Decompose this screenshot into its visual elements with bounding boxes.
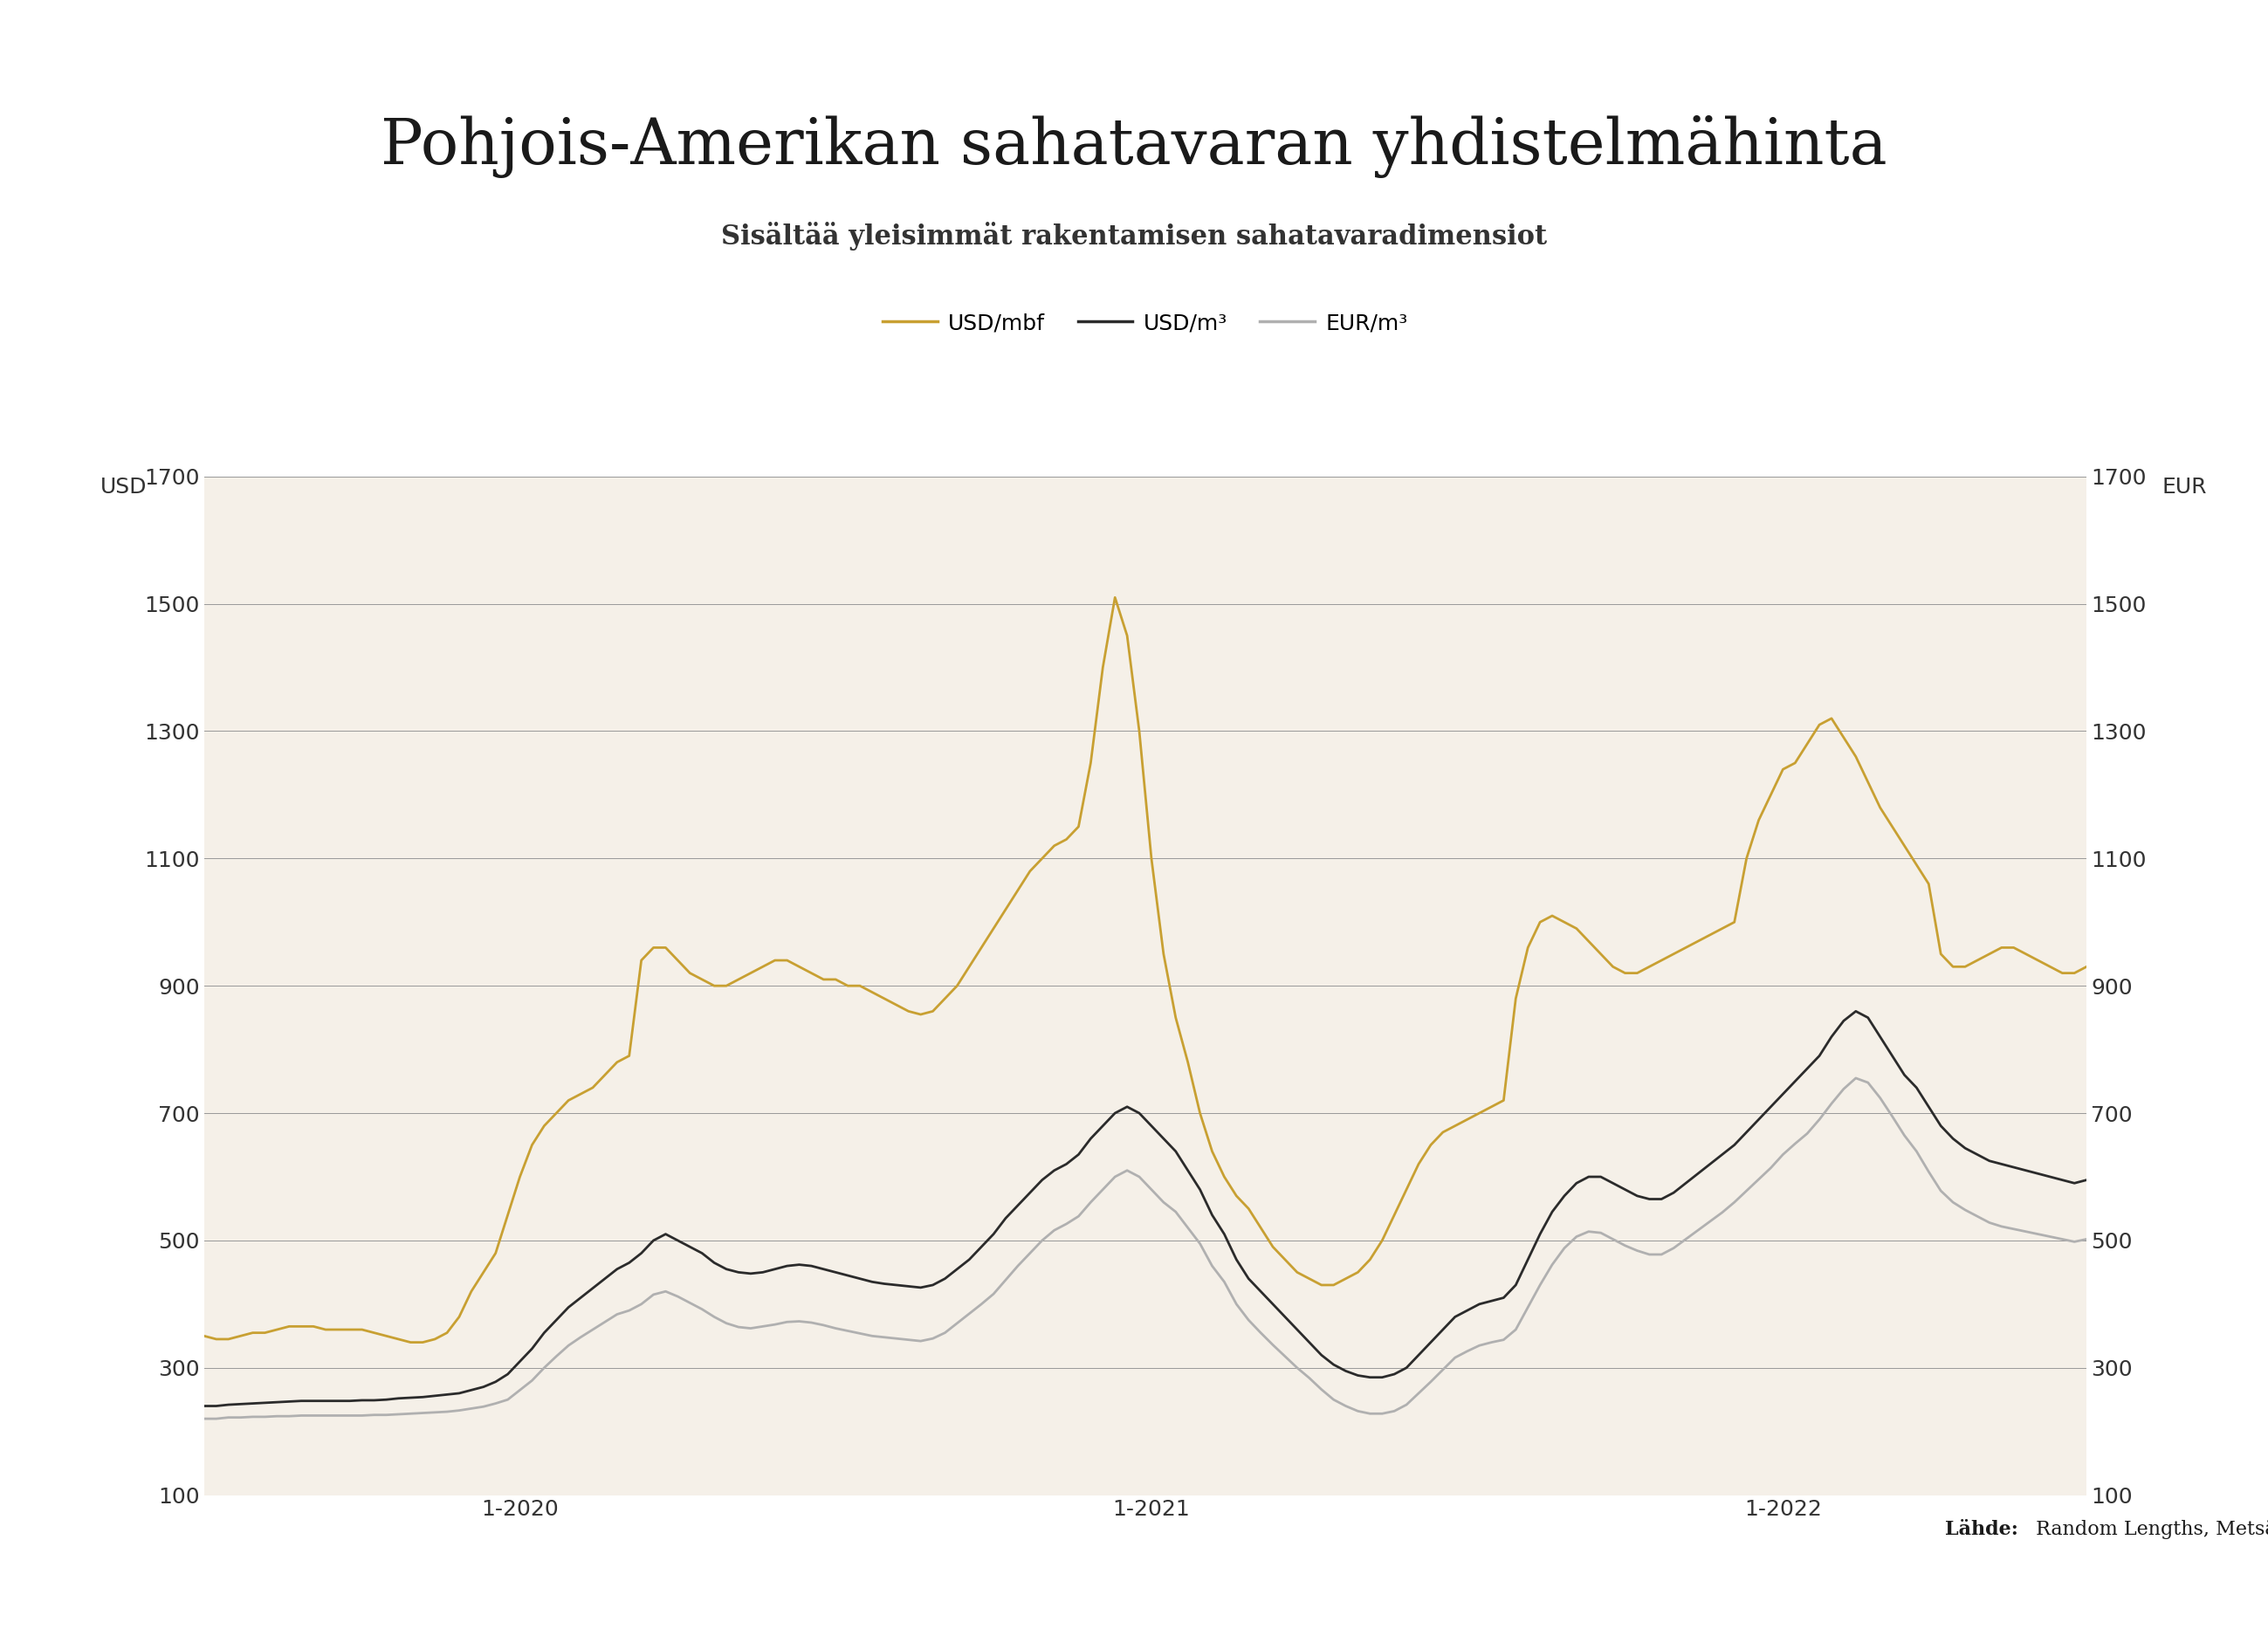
Text: EUR: EUR bbox=[2161, 476, 2207, 498]
Text: Lähde:: Lähde: bbox=[1946, 1520, 2019, 1539]
Text: Sisältää yleisimmät rakentamisen sahatavaradimensiot: Sisältää yleisimmät rakentamisen sahatav… bbox=[721, 222, 1547, 251]
Legend: USD/mbf, USD/m³, EUR/m³: USD/mbf, USD/m³, EUR/m³ bbox=[873, 304, 1418, 342]
Text: USD: USD bbox=[100, 476, 147, 498]
Text: Random Lengths, Metsä Fibre: Random Lengths, Metsä Fibre bbox=[2030, 1520, 2268, 1539]
Text: Pohjois-Amerikan sahatavaran yhdistelmähinta: Pohjois-Amerikan sahatavaran yhdistelmäh… bbox=[381, 115, 1887, 177]
